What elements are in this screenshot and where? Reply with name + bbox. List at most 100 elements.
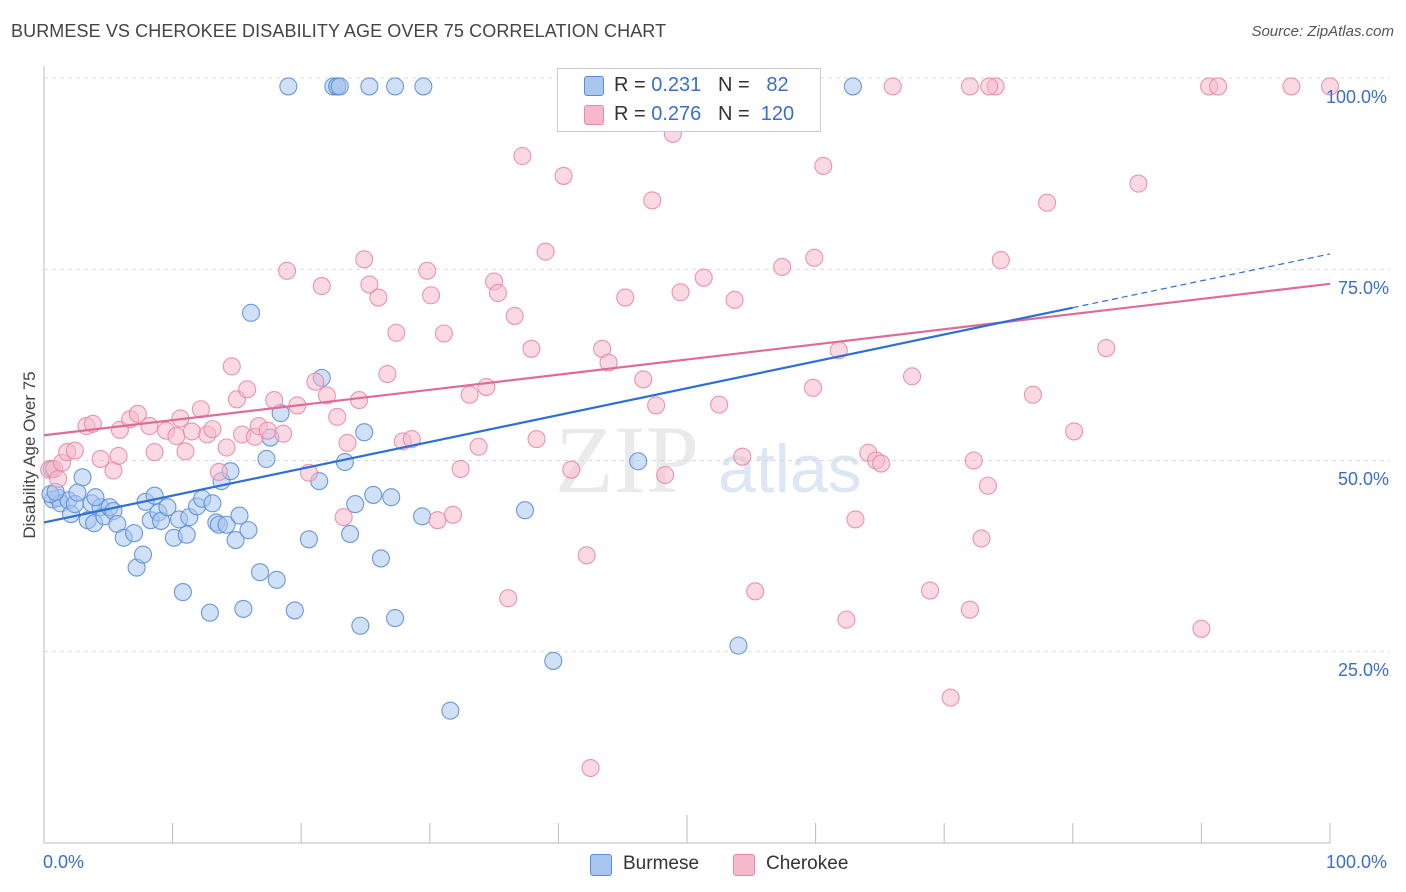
cherokee-point — [972, 529, 991, 548]
burmese-point — [217, 515, 236, 534]
legend-text-cherokee: R = 0.276 N = 120 — [614, 103, 794, 126]
cherokee-point — [527, 430, 546, 449]
cherokee-point — [733, 447, 752, 466]
cherokee-point — [217, 438, 236, 457]
cherokee-point — [203, 420, 222, 439]
legend-swatch-cherokee — [584, 105, 604, 125]
cherokee-point — [902, 367, 922, 386]
cherokee-point — [434, 324, 453, 343]
cherokee-point — [460, 385, 479, 404]
burmese-trendline-extension — [1072, 253, 1331, 309]
legend-r-value-cherokee: 0.276 — [651, 103, 702, 125]
burmese-point — [346, 495, 365, 514]
cherokee-point — [428, 511, 447, 530]
cherokee-point — [238, 380, 257, 399]
cherokee-point — [505, 306, 524, 325]
cherokee-point — [978, 476, 997, 495]
burmese-point — [250, 563, 270, 582]
bottom-legend-label-cherokee: Cherokee — [766, 853, 849, 874]
legend-text-burmese: R = 0.231 N = 82 — [614, 74, 789, 97]
bottom-legend-swatch-cherokee — [733, 854, 755, 876]
burmese-point — [230, 506, 249, 525]
cherokee-point — [360, 275, 379, 294]
burmese-point — [360, 77, 379, 96]
cherokee-point — [814, 156, 833, 176]
cherokee-point — [980, 77, 999, 96]
legend-n-label: N = — [717, 74, 750, 96]
cherokee-point — [1320, 77, 1340, 96]
cherokee-point — [91, 449, 110, 469]
cherokee-point — [562, 460, 581, 479]
cherokee-point — [616, 288, 635, 307]
cherokee-point — [960, 77, 979, 96]
legend-n-label: N = — [717, 103, 750, 125]
burmese-point — [441, 701, 460, 720]
cherokee-point — [167, 426, 186, 446]
cherokee-point — [274, 424, 293, 443]
legend-swatch-burmese — [584, 76, 604, 96]
burmese-point — [257, 449, 276, 469]
y-tick-label-75: 75.0% — [1338, 278, 1390, 298]
burmese-point — [279, 77, 298, 96]
cherokee-point — [306, 372, 325, 391]
cherokee-point — [577, 546, 596, 565]
cherokee-point — [145, 443, 164, 462]
watermark-atlas: atlas — [718, 431, 862, 507]
burmese-point — [203, 494, 222, 513]
cherokee-point — [49, 469, 68, 488]
burmese-point — [386, 77, 405, 96]
cherokee-point — [317, 386, 336, 405]
y-tick-label-25: 25.0% — [1338, 660, 1390, 680]
burmese-point — [68, 483, 87, 502]
burmese-point — [234, 599, 253, 618]
bottom-legend-swatch-burmese — [590, 854, 612, 876]
cherokee-point — [883, 77, 902, 96]
cherokee-point — [536, 242, 555, 261]
cherokee-point — [872, 454, 891, 473]
cherokee-point — [581, 758, 600, 778]
burmese-point — [285, 601, 304, 620]
cherokee-point — [355, 250, 374, 269]
watermark-zip: ZIP — [555, 406, 699, 513]
cherokee-point — [522, 339, 541, 358]
cherokee-point — [805, 248, 824, 267]
burmese-point — [200, 603, 219, 622]
cherokee-point — [647, 396, 666, 415]
cherokee-point — [837, 610, 856, 629]
burmese-point — [414, 77, 433, 96]
cherokee-point — [65, 441, 84, 460]
burmese-point — [299, 530, 318, 549]
cherokee-point — [451, 459, 470, 478]
cherokee-point — [182, 422, 201, 441]
x-tick-label-max: 100.0% — [1326, 852, 1388, 872]
burmese-point — [544, 651, 563, 670]
cherokee-point — [1097, 338, 1116, 358]
burmese-point — [124, 524, 144, 543]
cherokee-point — [725, 290, 744, 309]
cherokee-point — [469, 437, 488, 456]
y-tick-label-100: 100.0% — [1326, 87, 1388, 107]
burmese-point — [629, 452, 648, 471]
cherokee-point — [334, 508, 353, 527]
burmese-point — [158, 498, 177, 517]
cherokee-point — [418, 261, 437, 280]
cherokee-point — [328, 407, 347, 426]
cherokee-point — [846, 510, 865, 529]
cherokee-point — [921, 581, 940, 600]
burmese-point — [86, 488, 105, 507]
cherokee-point — [1282, 77, 1301, 96]
cherokee-point — [1065, 422, 1084, 441]
cherokee-point — [176, 442, 195, 461]
watermark: ZIP atlas — [555, 406, 862, 513]
chart-title: BURMESE VS CHEROKEE DISABILITY AGE OVER … — [11, 21, 667, 41]
gridlines — [44, 77, 1390, 653]
cherokee-point — [488, 283, 508, 303]
cherokee-point — [694, 268, 713, 287]
legend-r-value-burmese: 0.231 — [651, 74, 702, 96]
axes — [43, 66, 1331, 844]
cherokee-point — [338, 433, 357, 452]
burmese-point — [241, 303, 261, 322]
cherokee-point — [1209, 77, 1228, 96]
cherokee-point — [265, 391, 284, 410]
